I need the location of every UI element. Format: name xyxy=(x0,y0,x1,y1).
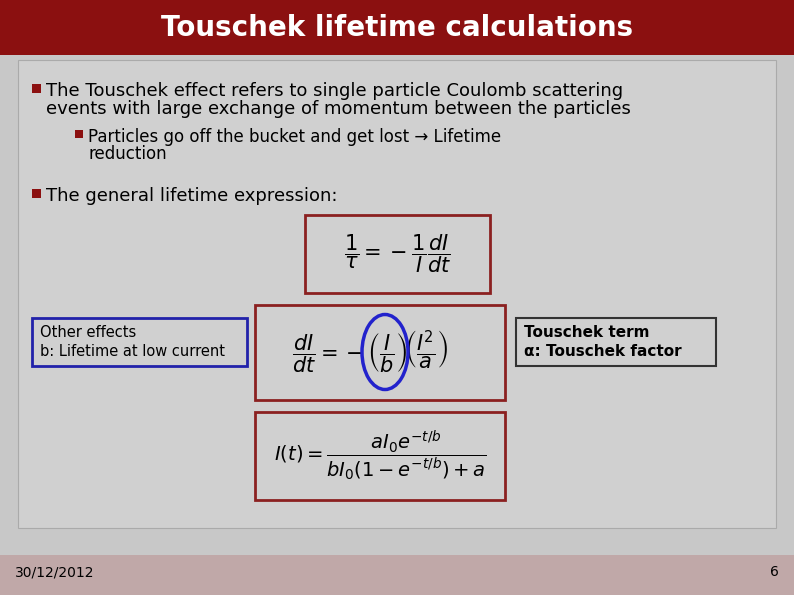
Bar xyxy=(75,130,83,138)
Text: α: Touschek factor: α: Touschek factor xyxy=(524,344,681,359)
Text: Other effects: Other effects xyxy=(40,325,137,340)
Text: Touschek lifetime calculations: Touschek lifetime calculations xyxy=(161,14,633,42)
Text: events with large exchange of momentum between the particles: events with large exchange of momentum b… xyxy=(46,100,631,118)
Text: $\dfrac{dI}{dt} = -\left(\dfrac{I}{b}\right)\!\left(\dfrac{I^{2}}{a}\right)$: $\dfrac{dI}{dt} = -\left(\dfrac{I}{b}\ri… xyxy=(292,328,448,377)
Text: 6: 6 xyxy=(770,565,779,579)
Text: Touschek term: Touschek term xyxy=(524,325,649,340)
Text: b: Lifetime at low current: b: Lifetime at low current xyxy=(40,344,225,359)
Bar xyxy=(18,60,776,528)
Text: The Touschek effect refers to single particle Coulomb scattering: The Touschek effect refers to single par… xyxy=(46,82,623,100)
Bar xyxy=(305,215,490,293)
Bar xyxy=(0,555,794,595)
Text: The general lifetime expression:: The general lifetime expression: xyxy=(46,187,337,205)
Bar xyxy=(255,412,505,500)
Bar xyxy=(0,0,794,55)
Text: 30/12/2012: 30/12/2012 xyxy=(15,565,94,579)
Bar xyxy=(32,318,247,366)
Text: $\dfrac{1}{\tau} = -\dfrac{1}{I}\dfrac{dI}{dt}$: $\dfrac{1}{\tau} = -\dfrac{1}{I}\dfrac{d… xyxy=(344,233,451,275)
Bar xyxy=(255,305,505,400)
Text: Particles go off the bucket and get lost → Lifetime: Particles go off the bucket and get lost… xyxy=(88,128,501,146)
Bar xyxy=(32,84,41,93)
Text: reduction: reduction xyxy=(88,145,167,163)
Bar xyxy=(516,318,716,366)
Text: $I(t) = \dfrac{aI_0 e^{-t/b}}{bI_0(1-e^{-t/b})+a}$: $I(t) = \dfrac{aI_0 e^{-t/b}}{bI_0(1-e^{… xyxy=(274,429,487,483)
Bar xyxy=(32,189,41,198)
